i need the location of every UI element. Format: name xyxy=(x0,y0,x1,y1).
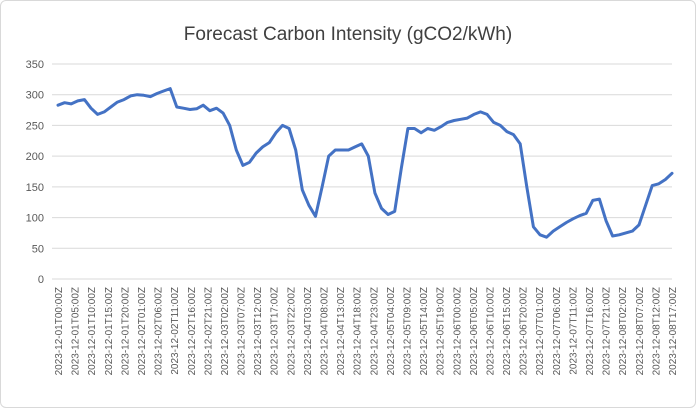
series-layer xyxy=(56,87,674,239)
x-tick-label: 2023-12-05T04:00Z xyxy=(386,287,397,375)
y-tick-label: 300 xyxy=(26,90,44,102)
x-tick-label: 2023-12-04T23:00Z xyxy=(369,287,380,375)
x-tick-label: 2023-12-06T00:00Z xyxy=(452,287,463,375)
y-axis-ticks: 0 50 100 150 200 250 300 350 xyxy=(26,59,44,286)
x-tick-label: 2023-12-04T13:00Z xyxy=(336,287,347,375)
x-tick-label: 2023-12-03T17:00Z xyxy=(270,287,281,375)
x-tick-label: 2023-12-08T07:00Z xyxy=(635,287,646,375)
chart-title: Forecast Carbon Intensity (gCO2/kWh) xyxy=(183,24,513,45)
x-tick-label: 2023-12-01T00:00Z xyxy=(54,287,65,375)
x-tick-label: 2023-12-06T05:00Z xyxy=(469,287,480,375)
x-tick-label: 2023-12-04T18:00Z xyxy=(353,287,364,375)
x-tick-label: 2023-12-03T02:00Z xyxy=(220,287,231,375)
x-tick-label: 2023-12-04T03:00Z xyxy=(303,287,314,375)
x-tick-label: 2023-12-03T22:00Z xyxy=(286,287,297,375)
x-axis-ticks: 2023-12-01T00:00Z 2023-12-01T05:00Z 2023-1… xyxy=(54,287,679,375)
y-tick-label: 250 xyxy=(26,120,44,132)
x-tick-label: 2023-12-05T14:00Z xyxy=(419,287,430,375)
x-tick-label: 2023-12-02T01:00Z xyxy=(137,287,148,375)
x-tick-label: 2023-12-05T19:00Z xyxy=(436,287,447,375)
x-tick-label: 2023-12-05T09:00Z xyxy=(402,287,413,375)
x-tick-label: 2023-12-03T07:00Z xyxy=(237,287,248,375)
x-tick-label: 2023-12-07T11:00Z xyxy=(568,287,579,375)
series-line xyxy=(56,87,674,239)
x-tick-label: 2023-12-02T11:00Z xyxy=(170,287,181,375)
x-tick-label: 2023-12-01T20:00Z xyxy=(120,287,131,375)
x-tick-label: 2023-12-07T01:00Z xyxy=(535,287,546,375)
x-tick-label: 2023-12-01T15:00Z xyxy=(104,287,115,375)
x-tick-label: 2023-12-06T10:00Z xyxy=(485,287,496,375)
y-tick-label: 350 xyxy=(26,59,44,71)
x-tick-label: 2023-12-08T02:00Z xyxy=(618,287,629,375)
x-tick-label: 2023-12-03T12:00Z xyxy=(253,287,264,375)
x-tick-label: 2023-12-08T17:00Z xyxy=(668,287,679,375)
x-tick-label: 2023-12-06T20:00Z xyxy=(519,287,530,375)
y-tick-label: 100 xyxy=(26,213,44,225)
y-tick-label: 0 xyxy=(38,274,44,286)
x-tick-label: 2023-12-07T06:00Z xyxy=(552,287,563,375)
y-tick-label: 150 xyxy=(26,182,44,194)
x-tick-label: 2023-12-06T15:00Z xyxy=(502,287,513,375)
x-tick-label: 2023-12-02T06:00Z xyxy=(154,287,165,375)
x-tick-label: 2023-12-02T16:00Z xyxy=(187,287,198,375)
y-tick-label: 200 xyxy=(26,151,44,163)
x-tick-label: 2023-12-01T10:00Z xyxy=(87,287,98,375)
x-tick-label: 2023-12-07T21:00Z xyxy=(602,287,613,375)
x-tick-label: 2023-12-07T16:00Z xyxy=(585,287,596,375)
gridlines xyxy=(52,63,672,280)
x-tick-label: 2023-12-04T08:00Z xyxy=(320,287,331,375)
x-tick-label: 2023-12-08T12:00Z xyxy=(651,287,662,375)
y-tick-label: 50 xyxy=(32,243,44,255)
x-tick-label: 2023-12-02T21:00Z xyxy=(203,287,214,375)
x-tick-label: 2023-12-01T05:00Z xyxy=(71,287,82,375)
